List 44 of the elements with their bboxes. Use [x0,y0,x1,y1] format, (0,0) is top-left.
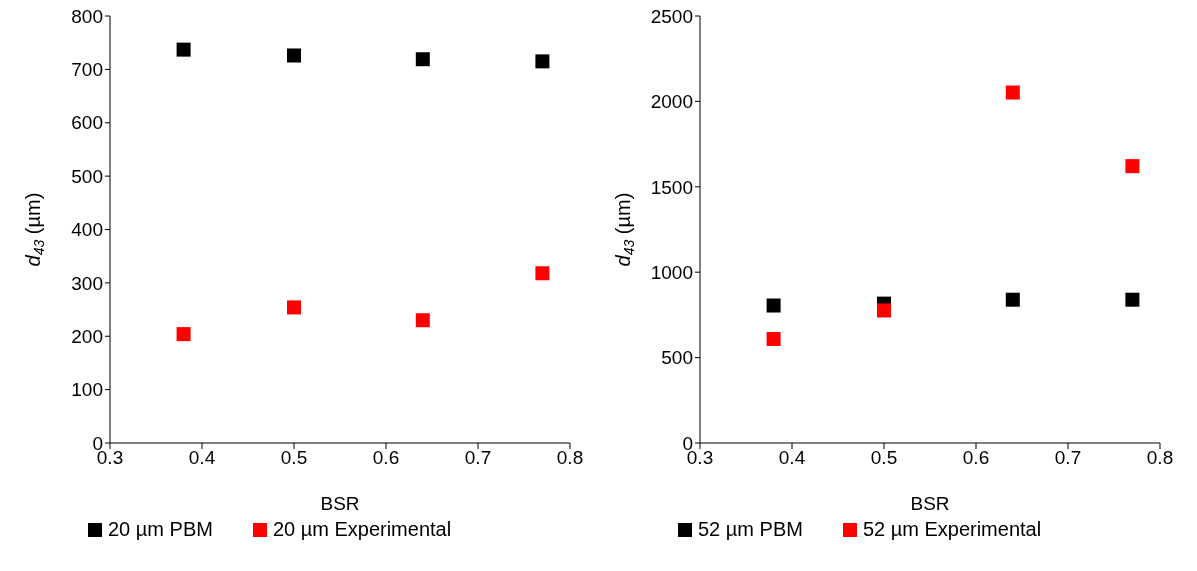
x-tick-label: 0.6 [372,447,400,469]
y-tick-label: 600 [71,112,103,134]
y-tick-label: 500 [71,165,103,187]
point [415,52,430,67]
y-tick-label: 2500 [650,5,693,27]
point [287,300,301,315]
x-tick-label: 0.6 [962,447,990,469]
y-tick-label: 300 [71,272,103,294]
point [877,303,891,318]
y-tick-label: 400 [71,219,103,241]
y-tick-label: 500 [661,347,693,369]
x-axis-title: BSR [320,493,360,514]
point [766,298,781,313]
x-tick-label: 0.5 [870,447,898,469]
x-tick-label: 0.7 [464,447,492,469]
point [766,331,781,346]
point [535,54,550,69]
point [176,327,191,342]
x-tick-label: 0.4 [778,447,806,469]
y-tick-label: 1500 [650,176,693,198]
legend-label: 52 µm PBM [698,518,803,541]
point [1005,85,1020,100]
y-tick-label: 700 [71,59,103,81]
x-tick-label: 0.8 [556,447,584,469]
point [535,266,550,281]
x-tick-label: 0.7 [1054,447,1082,469]
legend-label: 20 µm PBM [108,518,213,541]
point [1125,159,1140,174]
legend-label: 20 µm Experimental [272,518,452,541]
y-tick-label: 800 [71,5,103,27]
point [415,313,430,328]
point [1125,292,1140,307]
x-axis-title: BSR [910,493,950,514]
x-tick-label: 0.4 [188,447,216,469]
y-tick-label: 2000 [650,91,693,113]
point [287,48,301,63]
y-tick-label: 200 [71,325,103,347]
x-tick-label: 0.5 [280,447,308,469]
point [1005,292,1020,307]
legend-label: 52 µm Experimental [862,518,1042,541]
y-tick-label: 1000 [650,261,693,283]
x-tick-label: 0.8 [1146,447,1174,469]
y-tick-label: 100 [71,379,103,401]
point [176,42,191,57]
